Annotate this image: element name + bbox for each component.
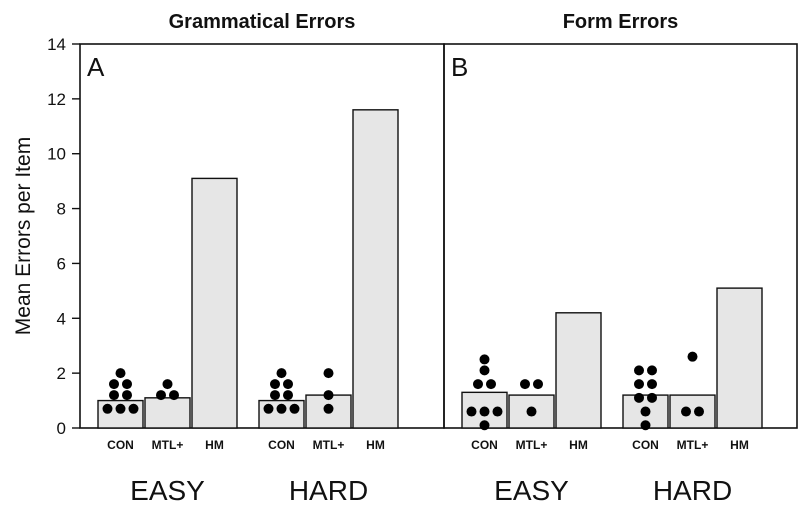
y-tick-label: 14: [47, 35, 66, 54]
data-point: [323, 403, 334, 414]
panel-frame-b: [443, 43, 798, 429]
y-tick-label: 12: [47, 90, 66, 109]
data-point: [687, 351, 698, 362]
y-tick-label: 0: [57, 419, 66, 438]
data-point: [323, 390, 334, 401]
bar-b-hard-hm: [716, 287, 763, 429]
panel-letter-a: A: [87, 52, 105, 82]
category-label: CON: [632, 438, 659, 452]
data-point: [647, 365, 657, 376]
data-point: [323, 368, 334, 379]
data-point: [109, 390, 119, 401]
data-point: [647, 392, 657, 403]
data-point: [479, 354, 490, 365]
data-point: [115, 403, 126, 414]
group-label-easy: EASY: [130, 475, 205, 506]
data-point: [263, 403, 274, 414]
group-label-hard: HARD: [653, 475, 732, 506]
data-point: [283, 390, 293, 401]
category-label: HM: [205, 438, 224, 452]
category-label: HM: [366, 438, 385, 452]
data-point: [479, 420, 490, 431]
data-point: [634, 365, 644, 376]
group-label-easy: EASY: [494, 475, 569, 506]
data-point: [634, 379, 644, 390]
data-point: [283, 379, 293, 390]
data-point: [115, 368, 126, 379]
category-label: MTL+: [313, 438, 345, 452]
data-point: [634, 392, 644, 403]
panel-title-b: Form Errors: [563, 11, 679, 33]
category-label: MTL+: [152, 438, 184, 452]
data-point: [694, 406, 704, 417]
category-label: CON: [471, 438, 498, 452]
data-point: [162, 379, 173, 390]
data-point: [156, 390, 166, 401]
category-label: MTL+: [516, 438, 548, 452]
category-label: MTL+: [677, 438, 709, 452]
bar-b-easy-hm: [555, 312, 602, 429]
data-point: [486, 379, 496, 390]
bar-a-hard-hm: [352, 109, 399, 429]
data-point: [640, 420, 651, 431]
y-tick-label: 6: [57, 254, 66, 273]
data-point: [102, 403, 113, 414]
bar-a-easy-hm: [191, 177, 238, 429]
data-point: [289, 403, 300, 414]
panel-title-a: Grammatical Errors: [169, 11, 356, 33]
data-point: [681, 406, 691, 417]
data-point: [276, 368, 287, 379]
data-point: [122, 390, 132, 401]
bar-b-hard-mtlplus: [669, 394, 716, 429]
data-point: [479, 365, 490, 376]
data-point: [169, 390, 179, 401]
category-label: HM: [569, 438, 588, 452]
data-point: [109, 379, 119, 390]
data-point: [270, 379, 280, 390]
category-label: HM: [730, 438, 749, 452]
y-tick-label: 8: [57, 200, 66, 219]
data-point: [122, 379, 132, 390]
bar-a-easy-mtlplus: [144, 397, 191, 429]
data-point: [479, 406, 490, 417]
category-label: CON: [268, 438, 295, 452]
data-point: [533, 379, 543, 390]
y-tick-label: 4: [57, 309, 66, 328]
group-label-hard: HARD: [289, 475, 368, 506]
data-point: [473, 379, 483, 390]
data-point: [466, 406, 477, 417]
data-point: [492, 406, 503, 417]
data-point: [270, 390, 280, 401]
y-axis-label: Mean Errors per Item: [12, 137, 35, 335]
data-point: [647, 379, 657, 390]
data-point: [640, 406, 651, 417]
data-point: [128, 403, 139, 414]
category-label: CON: [107, 438, 134, 452]
data-point: [520, 379, 530, 390]
y-tick-label: 2: [57, 364, 66, 383]
data-point: [526, 406, 537, 417]
y-tick-label: 10: [47, 145, 66, 164]
panel-letter-b: B: [451, 52, 468, 82]
data-point: [276, 403, 287, 414]
